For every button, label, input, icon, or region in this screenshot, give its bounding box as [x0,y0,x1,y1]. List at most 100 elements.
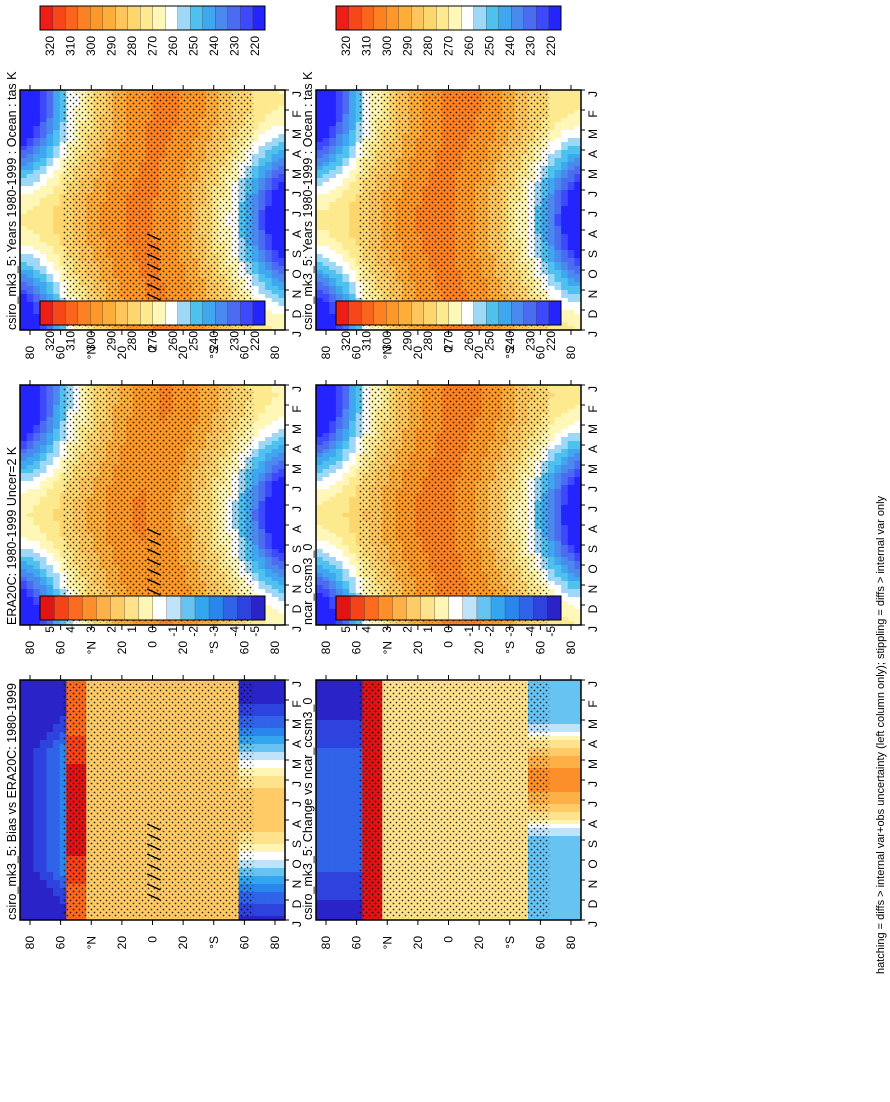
heatmap-cell [20,282,28,287]
heatmap-cell [53,226,61,231]
heatmap-cell [20,294,28,299]
heatmap-cell [561,322,569,327]
heatmap-cell [329,314,337,319]
heatmap-cell [547,230,555,235]
lat-tick-label: °N [380,346,394,359]
heatmap-cell [251,130,259,135]
heatmap-cell [26,318,34,323]
heatmap-cell [26,258,34,263]
heatmap-cell [251,150,259,155]
heatmap-cell [278,186,286,191]
heatmap-cell [46,222,54,227]
heatmap-cell [342,278,350,283]
heatmap-cell [329,246,337,251]
heatmap-cell [33,298,41,303]
heatmap-cell [567,106,575,111]
heatmap-cell [342,138,350,143]
heatmap-cell [46,290,54,295]
heatmap-cell [265,242,273,247]
heatmap-cell [26,222,34,227]
heatmap-cell [316,250,324,255]
heatmap-cell [53,326,61,331]
heatmap-cell [20,130,28,135]
heatmap-cell [528,326,536,331]
heatmap-cell [322,146,330,151]
colorbar-swatch [473,5,487,31]
heatmap-cell [258,154,266,159]
heatmap-cell [329,106,337,111]
heatmap-cell [561,310,569,315]
heatmap-cell [33,270,41,275]
heatmap-cell [574,102,582,107]
heatmap-cell [329,226,337,231]
heatmap-cell [258,122,266,127]
heatmap-cell [251,278,259,283]
heatmap-cell [33,278,41,283]
heatmap-cell [574,186,582,191]
heatmap-cell [20,322,28,327]
heatmap-cell [329,282,337,287]
heatmap-cell [26,310,34,315]
heatmap-cell [20,210,28,215]
heatmap-cell [265,142,273,147]
heatmap-cell [258,106,266,111]
heatmap-cell [278,118,286,123]
heatmap-cell [554,134,562,139]
heatmap-cell [278,206,286,211]
colorbar-label: 300 [84,36,98,56]
heatmap-cell [39,234,47,239]
colorbar-swatch [373,5,387,31]
heatmap-cell [271,294,279,299]
heatmap-cell [349,166,357,171]
heatmap-cell [547,186,555,191]
heatmap-cell [251,294,259,299]
heatmap-cell [322,214,330,219]
heatmap-cell [26,218,34,223]
heatmap-cell [192,326,200,331]
heatmap-cell [329,142,337,147]
heatmap-cell [342,118,350,123]
heatmap-cell [278,266,286,271]
colorbar-swatch [114,5,128,31]
heatmap-cell [567,146,575,151]
heatmap-cell [395,326,403,331]
heatmap-cell [342,170,350,175]
colorbar-label: 270 [442,36,456,56]
heatmap-cell [567,250,575,255]
heatmap-cell [20,409,28,414]
month-tick-label: D [586,309,600,318]
heatmap-cell [39,114,47,119]
heatmap-cell [561,234,569,239]
heatmap-cell [567,138,575,143]
heatmap-cell [33,118,41,123]
heatmap-cell [33,102,41,107]
heatmap-cell [20,162,28,167]
heatmap-cell [316,150,324,155]
heatmap-cell [547,134,555,139]
heatmap-cell [271,150,279,155]
heatmap-cell [53,214,61,219]
heatmap-cell [53,210,61,215]
heatmap-cell [342,326,350,331]
heatmap-cell [408,326,416,331]
heatmap-cell [494,326,502,331]
heatmap-cell [329,150,337,155]
heatmap-cell [278,226,286,231]
heatmap-cell [322,134,330,139]
hatch-mark [146,293,161,301]
heatmap-cell [349,154,357,159]
heatmap-cell [574,126,582,131]
heatmap-cell [20,238,28,243]
heatmap-cell [26,198,34,203]
heatmap-cell [46,162,54,167]
heatmap-cell [547,254,555,259]
heatmap-cell [278,190,286,195]
heatmap-cell [316,118,324,123]
heatmap-cell [53,130,61,135]
heatmap-cell [316,270,324,275]
heatmap-cell [329,230,337,235]
heatmap-cell [251,222,259,227]
heatmap-cell [554,270,562,275]
colorbar-label: 230 [227,36,241,56]
heatmap-cell [574,302,582,307]
